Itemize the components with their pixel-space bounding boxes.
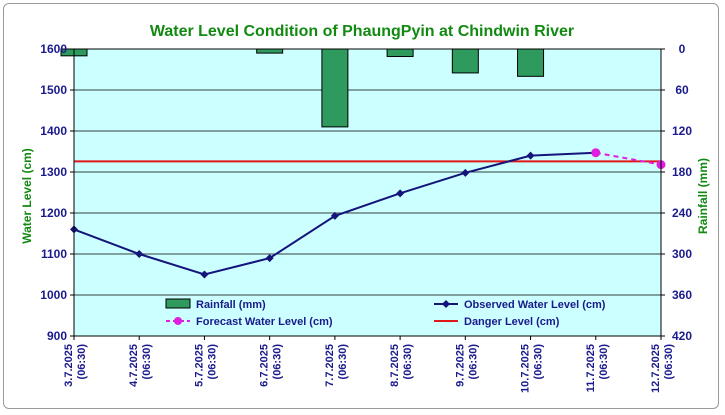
observed-point <box>526 151 535 160</box>
y-tick-label: 1500 <box>40 83 67 97</box>
legend-label: Observed Water Level (cm) <box>464 299 606 311</box>
y2-tick-label: 60 <box>675 83 689 97</box>
x-tick-time: (06:30) <box>402 344 414 380</box>
y-tick-label: 1400 <box>40 124 67 138</box>
x-tick-date: 8.7.2025 <box>389 344 401 387</box>
y-tick-label: 1600 <box>40 42 67 56</box>
y-tick-label: 900 <box>47 329 67 343</box>
observed-point <box>461 168 470 177</box>
legend-label: Forecast Water Level (cm) <box>196 316 333 328</box>
x-tick-label: 10.7.2025(06:30) <box>520 344 545 393</box>
rainfall-bar <box>386 48 414 58</box>
x-tick-date: 6.7.2025 <box>259 344 271 387</box>
axes: 900 1000 1100 1200 1300 1400 1500 1600 0 60 120 180… <box>40 42 692 393</box>
x-tick-label: 7.7.2025(06:30) <box>324 344 349 387</box>
observed-point <box>396 189 405 198</box>
x-tick-time: (06:30) <box>467 344 479 380</box>
chart-title: Water Level Condition of PhaungPyin at C… <box>150 23 574 40</box>
forecast-point <box>591 148 601 158</box>
x-tick-label: 9.7.2025(06:30) <box>454 344 479 387</box>
legend-label: Rainfall (mm) <box>196 299 266 311</box>
x-tick-date: 7.7.2025 <box>324 344 336 387</box>
x-tick-label: 3.7.2025(06:30) <box>63 344 88 387</box>
legend-marker-forecast <box>174 317 182 325</box>
x-tick-label: 12.7.2025(06:30) <box>650 344 675 393</box>
x-tick-time: (06:30) <box>76 344 88 380</box>
rainfall-bar <box>321 48 349 128</box>
y-tick-label: 1000 <box>40 288 67 302</box>
forecast-water-level-line <box>595 151 662 166</box>
x-tick-date: 10.7.2025 <box>520 344 532 393</box>
rainfall-bar <box>451 48 479 74</box>
y2-tick-label: 0 <box>679 42 686 56</box>
y2-tick-label: 180 <box>672 165 692 179</box>
x-tick-date: 3.7.2025 <box>63 344 75 387</box>
y-tick-label: 1100 <box>41 247 67 261</box>
y2-tick-label: 420 <box>672 329 692 343</box>
observed-point <box>135 250 144 258</box>
y2-tick-label: 300 <box>672 247 692 261</box>
rainfall-bar <box>256 48 284 54</box>
legend: Rainfall (mm) Observed Water Level (cm) Fo… <box>165 298 606 328</box>
x-tick-date: 4.7.2025 <box>128 344 140 387</box>
y-tick-label: 1300 <box>40 165 67 179</box>
x-tick-date: 5.7.2025 <box>193 344 205 387</box>
legend-swatch-rainfall <box>165 298 191 309</box>
y2-tick-label: 360 <box>672 288 692 302</box>
x-tick-label: 11.7.2025(06:30) <box>585 344 610 393</box>
y-tick-label: 1200 <box>40 206 67 220</box>
plot-area <box>74 49 661 336</box>
x-tick-label: 6.7.2025(06:30) <box>259 344 284 387</box>
x-tick-date: 12.7.2025 <box>650 344 662 393</box>
x-tick-time: (06:30) <box>206 344 218 380</box>
x-tick-time: (06:30) <box>598 344 610 380</box>
x-tick-time: (06:30) <box>533 344 545 380</box>
x-tick-time: (06:30) <box>141 344 153 380</box>
x-tick-label: 4.7.2025(06:30) <box>128 344 153 387</box>
x-tick-label: 5.7.2025(06:30) <box>193 344 218 387</box>
rainfall-bar <box>517 48 545 77</box>
observed-point <box>265 254 274 263</box>
x-tick-time: (06:30) <box>272 344 284 380</box>
y2-tick-label: 240 <box>672 206 692 220</box>
plot-border <box>73 48 662 337</box>
y2-axis-label: Rainfall (mm) <box>696 158 710 234</box>
x-tick-time: (06:30) <box>663 344 675 380</box>
observed-point <box>200 270 209 279</box>
observed-point <box>330 211 339 220</box>
y-axis-label: Water Level (cm) <box>20 148 34 244</box>
x-tick-label: 8.7.2025(06:30) <box>389 344 414 387</box>
x-tick-time: (06:30) <box>337 344 349 380</box>
x-tick-date: 11.7.2025 <box>585 344 597 392</box>
legend-marker-observed <box>442 300 450 308</box>
x-tick-date: 9.7.2025 <box>454 344 466 387</box>
legend-label: Danger Level (cm) <box>464 316 560 328</box>
y2-tick-label: 120 <box>672 124 692 138</box>
